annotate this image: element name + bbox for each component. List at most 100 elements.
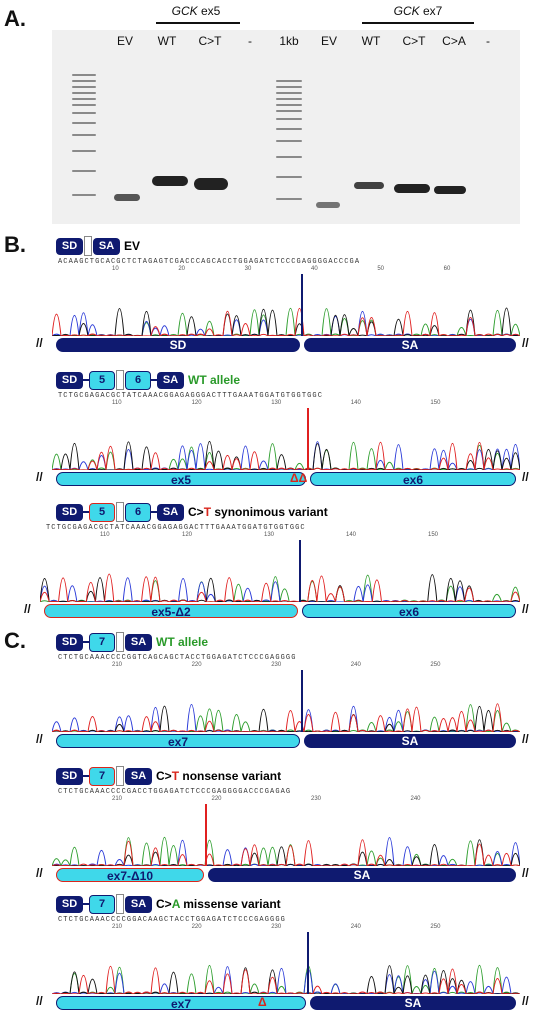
cloning-site-icon (116, 894, 124, 914)
lane-label-ca-ex7: C>A (442, 34, 466, 48)
sa-box: SA (125, 633, 152, 651)
right-break-icon: // (522, 336, 529, 350)
sd-box: SD (56, 503, 83, 521)
right-break-icon: // (522, 602, 529, 616)
gck-ex5-gene: GCK (171, 4, 198, 18)
track-c3-header: SD 7 SA C>A missense variant (56, 894, 281, 914)
lane-label-neg-1: - (248, 34, 252, 48)
position-tick-label: 130 (271, 400, 282, 406)
position-tick-label: 230 (271, 662, 282, 668)
exon5-box: 5 (89, 502, 115, 522)
position-tick-label: 20 (178, 266, 186, 272)
chromatogram-trace (52, 274, 520, 336)
right-break-icon: // (522, 470, 529, 484)
base-call-sequence: CTCTGCAAACCCCGGTCAGCAGCTACCTGGAGATCTCCCG… (58, 654, 297, 662)
cloning-site-icon (116, 632, 124, 652)
position-tick-label: 60 (443, 266, 451, 272)
sd-box: SD (56, 895, 83, 913)
cloning-site-icon (116, 370, 124, 390)
track-b3-header: SD 5 6 SA C>T synonimous variant (56, 502, 328, 522)
position-tick-label: 250 (430, 924, 441, 930)
cloning-site-icon (116, 502, 124, 522)
base-call-sequence: CTCTGCAAACCCCGGACAAGCTACCTGGAGATCTCCCGAG… (58, 916, 286, 924)
ladder-right (276, 80, 302, 210)
variant-desc: missense variant (179, 897, 281, 911)
exon6-box: 6 (125, 370, 151, 390)
lane-label-ct-ex7: C>T (402, 34, 426, 48)
right-break-icon: // (522, 994, 529, 1008)
chromatogram-trace (52, 408, 520, 470)
position-tick-label: 150 (428, 532, 439, 538)
lane-label-neg-2: - (486, 34, 490, 48)
lane-label-ev-1: EV (116, 34, 133, 48)
lane-label-1kb: 1kb (279, 34, 299, 48)
position-tick-label: 240 (350, 924, 361, 930)
position-tick-label: 210 (112, 796, 123, 802)
position-tick-label: 10 (112, 266, 119, 272)
exon6-box: 6 (125, 502, 151, 522)
band-ev-2 (316, 202, 340, 208)
exon-bar-right: SA (310, 996, 516, 1010)
track-status: C>A missense variant (156, 897, 281, 911)
trace-t (52, 442, 520, 470)
exon-bar-left: ex7 (56, 996, 306, 1011)
lane-label-wt-ex5: WT (157, 34, 177, 48)
exon-bar-left: ex7-Δ10 (56, 868, 204, 883)
gck-ex7-gene: GCK (393, 4, 420, 18)
exon-bar-right: ex6 (302, 604, 516, 619)
base-call-sequence: CTCTGCAAACCCCGACCTGGAGATCTCCCGAGGGGACCCG… (58, 788, 292, 796)
position-tick-label: 220 (211, 796, 222, 802)
trace-t (40, 573, 520, 602)
deletion-delta-icon: Δ (258, 995, 267, 1009)
sa-box: SA (157, 371, 184, 389)
band-ev-1 (114, 194, 140, 201)
chromatogram-trace (52, 670, 520, 732)
trace-t (52, 308, 520, 336)
sa-box: SA (125, 895, 152, 913)
exon7-box: 7 (89, 894, 115, 914)
position-tick-label: 240 (350, 662, 361, 668)
left-break-icon: // (36, 994, 43, 1008)
panel-b-letter: B. (4, 232, 26, 257)
left-break-icon: // (36, 470, 43, 484)
ex7-bracket-line (362, 22, 474, 24)
exon7-box: 7 (89, 766, 115, 786)
exon5-box: 5 (89, 370, 115, 390)
position-tick-label: 130 (264, 532, 275, 538)
trace-g (52, 441, 520, 470)
exon-bar-left: SD (56, 338, 300, 352)
position-tick-label: 120 (191, 400, 202, 406)
band-wt-ex5 (152, 176, 188, 186)
variant-letter: T (203, 505, 212, 519)
cloning-site-icon (84, 236, 92, 256)
position-tick-label: 220 (191, 662, 202, 668)
sd-box: SD (56, 371, 83, 389)
ladder-left (72, 74, 96, 204)
base-call-sequence: TCTGCGAGACGCTATCAAACGGAGAGGGACTTTGAAATGG… (58, 392, 324, 400)
sd-box: SD (56, 767, 83, 785)
panel-a-letter: A. (4, 6, 26, 31)
base-call-sequence: TCTGCGAGACGCTATCAAACGGAGAGGACTTTGAAATGGA… (46, 524, 306, 532)
base-call-sequence: ACAAGCTGCACGCTCTAGAGTCGACCCAGCACCTGGAGAT… (58, 258, 361, 266)
left-break-icon: // (36, 732, 43, 746)
chromatogram-trace (40, 540, 520, 602)
exon-bar-left: ex7 (56, 734, 300, 749)
panel-c-letter: C. (4, 628, 26, 653)
chromatogram-trace (52, 804, 520, 866)
exon-bar-left: ex5 (56, 472, 306, 487)
exon7-box: 7 (89, 632, 115, 652)
gck-ex5-exon: ex5 (197, 4, 221, 18)
position-tick-label: 40 (311, 266, 318, 272)
position-tick-label: 210 (112, 662, 123, 668)
position-tick-label: 230 (271, 924, 282, 930)
variant-letter: A (171, 897, 180, 911)
trace-c (52, 441, 520, 470)
position-tick-label: 150 (430, 400, 441, 406)
gck-ex7-exon: ex7 (419, 4, 443, 18)
position-tick-label: 210 (112, 924, 123, 930)
gck-ex7-label: GCK ex7 (362, 4, 474, 18)
sa-box: SA (157, 503, 184, 521)
exon-bar-right: SA (304, 734, 516, 748)
chromatogram-trace (52, 932, 520, 994)
position-tick-label: 30 (244, 266, 252, 272)
